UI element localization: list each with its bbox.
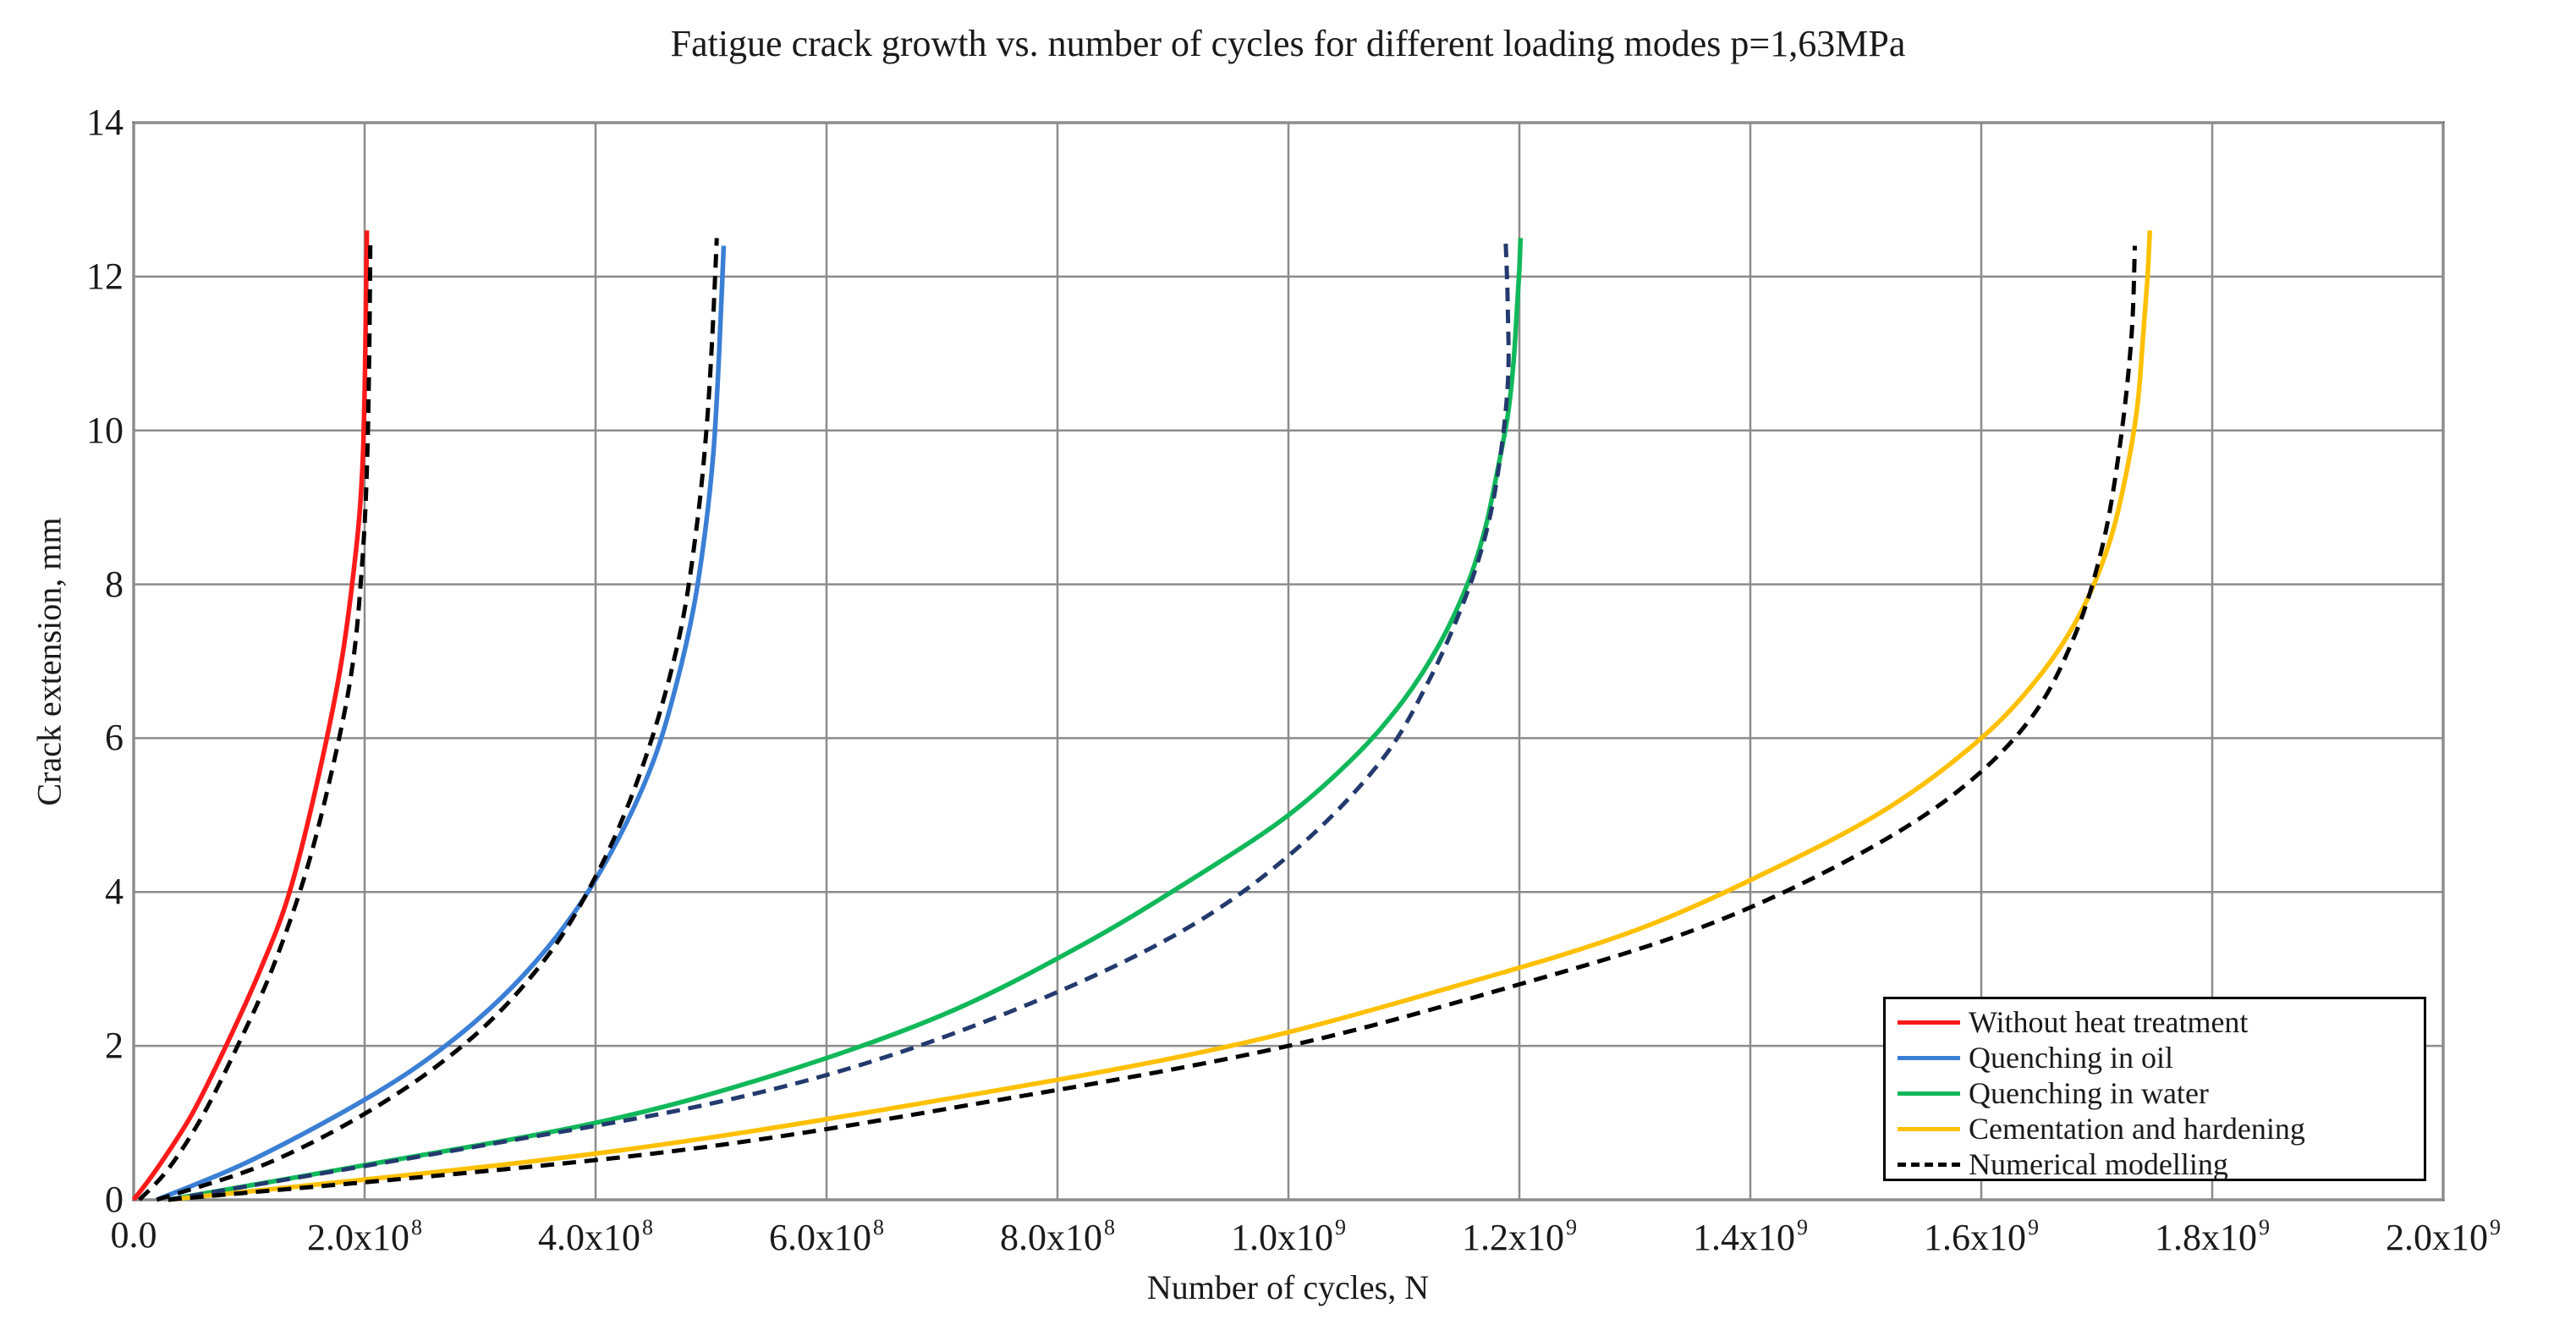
x-tick-exponent: 8 [1104,1215,1115,1240]
legend-item: Cementation and hardening [1886,1111,2424,1146]
x-tick-exponent: 9 [2490,1215,2501,1240]
series-line [137,238,373,1201]
y-tick-label: 6 [105,717,124,759]
x-tick-exponent: 9 [2028,1215,2039,1240]
series-line [156,238,719,1202]
y-tick-label: 10 [86,409,124,451]
chart-title: Fatigue crack growth vs. number of cycle… [670,23,1906,64]
y-tick-label: 0 [105,1179,124,1220]
legend-swatch [1898,1091,1960,1096]
y-tick-label: 8 [105,563,124,605]
legend-label: Quenching in water [1969,1076,2209,1110]
x-tick-label: 0.0 [111,1217,157,1254]
x-tick-exponent: 8 [873,1215,884,1240]
x-tick-label: 1.6x109 [1924,1217,2039,1256]
x-tick-mantissa: 2.0x10 [307,1217,409,1258]
legend-label: Cementation and hardening [1969,1112,2305,1146]
x-tick-label: 8.0x108 [1000,1217,1115,1256]
x-tick-mantissa: 1.0x10 [1231,1217,1333,1258]
x-tick-mantissa: 8.0x10 [1000,1217,1102,1258]
x-tick-mantissa: 6.0x10 [769,1217,871,1258]
y-tick-label: 4 [105,871,124,913]
x-tick-label: 6.0x108 [769,1217,884,1256]
x-tick-mantissa: 1.6x10 [1924,1217,2026,1258]
x-tick-exponent: 9 [1797,1215,1808,1240]
x-tick-mantissa: 1.8x10 [2155,1217,2257,1258]
x-tick-exponent: 9 [2259,1215,2270,1240]
x-tick-mantissa: 4.0x10 [538,1217,640,1258]
legend-swatch [1898,1162,1960,1167]
x-tick-label: 2.0x109 [2386,1217,2501,1256]
legend-item: Without heat treatment [1886,1004,2424,1040]
x-tick-mantissa: 2.0x10 [2386,1217,2488,1258]
x-tick-exponent: 8 [642,1215,653,1240]
x-tick-label: 4.0x108 [538,1217,653,1256]
y-axis-label: Crack extension, mm [30,517,69,806]
legend: Without heat treatment Quenching in oil … [1883,997,2426,1181]
x-tick-mantissa: 1.4x10 [1693,1217,1795,1258]
x-tick-exponent: 8 [411,1215,422,1240]
x-tick-exponent: 9 [1335,1215,1346,1240]
x-tick-exponent: 9 [1566,1215,1577,1240]
legend-swatch [1898,1055,1960,1060]
y-tick-label: 14 [86,102,124,143]
x-tick-mantissa: 0.0 [110,1214,157,1256]
x-tick-label: 1.4x109 [1693,1217,1808,1256]
legend-swatch [1898,1126,1960,1131]
series-line [156,245,727,1202]
series-line [131,230,370,1201]
series-line [168,238,1524,1202]
legend-item: Quenching in oil [1886,1040,2424,1075]
x-tick-mantissa: 1.2x10 [1462,1217,1564,1258]
legend-item: Numerical modelling [1886,1146,2424,1182]
series-line [168,245,2137,1202]
series-line [168,230,2153,1202]
x-tick-label: 2.0x108 [307,1217,422,1256]
series-lines [131,230,2153,1202]
x-tick-label: 1.8x109 [2155,1217,2270,1256]
x-tick-label: 1.2x109 [1462,1217,1577,1256]
y-tick-label: 2 [105,1025,124,1067]
x-tick-label: 1.0x109 [1231,1217,1346,1256]
legend-swatch [1898,1020,1960,1025]
legend-label: Without heat treatment [1969,1005,2249,1039]
legend-item: Quenching in water [1886,1075,2424,1111]
legend-label: Quenching in oil [1969,1041,2173,1075]
legend-label: Numerical modelling [1969,1147,2228,1181]
y-tick-label: 12 [86,255,124,297]
x-axis-label: Number of cycles, N [1146,1268,1430,1306]
